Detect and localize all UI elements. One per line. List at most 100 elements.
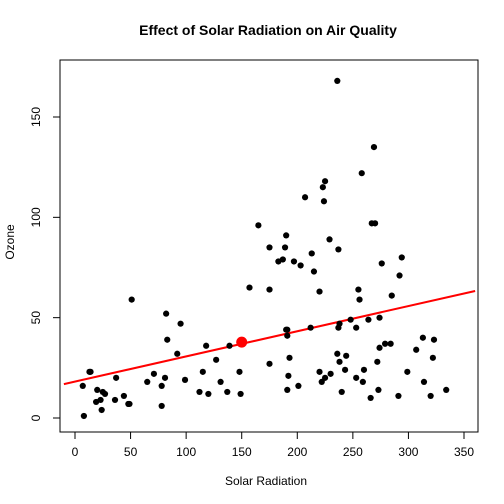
scatter-point	[283, 232, 289, 238]
scatter-point	[320, 184, 326, 190]
scatter-point	[80, 383, 86, 389]
scatter-point	[284, 333, 290, 339]
scatter-point	[404, 369, 410, 375]
scatter-point	[413, 347, 419, 353]
scatter-point	[339, 389, 345, 395]
scatter-point	[284, 327, 290, 333]
highlight-point	[236, 337, 247, 348]
x-axis-label: Solar Radiation	[225, 474, 307, 488]
scatter-point	[144, 379, 150, 385]
scatter-point	[376, 315, 382, 321]
scatter-point	[388, 341, 394, 347]
scatter-point	[321, 198, 327, 204]
scatter-point	[203, 343, 209, 349]
scatter-point	[129, 297, 135, 303]
scatter-point	[355, 286, 361, 292]
scatter-point	[389, 292, 395, 298]
scatter-point	[395, 393, 401, 399]
scatter-point	[284, 387, 290, 393]
scatter-point	[164, 337, 170, 343]
scatter-point	[379, 260, 385, 266]
scatter-point	[177, 321, 183, 327]
scatter-point	[246, 284, 252, 290]
scatter-point	[375, 387, 381, 393]
scatter-point	[282, 244, 288, 250]
scatter-point	[396, 272, 402, 278]
scatter-point	[266, 361, 272, 367]
scatter-point	[280, 256, 286, 262]
scatter-point	[99, 407, 105, 413]
x-tick-label: 200	[287, 445, 307, 459]
scatter-point	[365, 317, 371, 323]
scatter-point	[266, 286, 272, 292]
scatter-point	[371, 144, 377, 150]
scatter-point	[97, 397, 103, 403]
scatter-point	[335, 246, 341, 252]
scatter-point	[217, 379, 223, 385]
scatter-point	[226, 343, 232, 349]
scatter-point	[238, 391, 244, 397]
scatter-point	[356, 297, 362, 303]
y-tick-label: 150	[29, 107, 43, 127]
regression-line	[64, 291, 475, 384]
scatter-point	[360, 379, 366, 385]
scatter-point	[126, 401, 132, 407]
scatter-point	[159, 383, 165, 389]
scatter-point	[87, 369, 93, 375]
scatter-point	[431, 337, 437, 343]
scatter-point	[316, 369, 322, 375]
scatter-point	[336, 321, 342, 327]
scatter-point	[359, 170, 365, 176]
scatter-point	[162, 375, 168, 381]
scatter-point	[443, 387, 449, 393]
scatter-point	[196, 389, 202, 395]
scatter-point	[102, 391, 108, 397]
scatter-point	[213, 357, 219, 363]
scatter-point	[159, 403, 165, 409]
scatter-point	[353, 375, 359, 381]
scatter-point	[382, 341, 388, 347]
scatter-point	[151, 371, 157, 377]
scatter-point	[328, 371, 334, 377]
x-tick-label: 350	[454, 445, 474, 459]
scatter-point	[224, 389, 230, 395]
scatter-point	[322, 178, 328, 184]
scatter-point	[316, 288, 322, 294]
scatter-point	[430, 355, 436, 361]
scatter-point	[81, 413, 87, 419]
scatter-point	[343, 353, 349, 359]
scatter-point	[368, 395, 374, 401]
scatter-point	[334, 78, 340, 84]
scatter-point	[399, 254, 405, 260]
scatter-point	[291, 258, 297, 264]
scatter-point	[298, 262, 304, 268]
x-tick-label: 300	[398, 445, 418, 459]
scatter-point	[163, 311, 169, 317]
scatter-point	[311, 268, 317, 274]
x-tick-label: 150	[232, 445, 252, 459]
scatter-point	[112, 397, 118, 403]
y-axis: 0 50 100 150	[29, 107, 60, 422]
x-axis: 0 50 100 150 200 250 300 350	[72, 432, 475, 459]
scatter-point	[421, 379, 427, 385]
y-axis-label: Ozone	[3, 224, 17, 260]
x-tick-label: 50	[124, 445, 138, 459]
scatter-point	[376, 345, 382, 351]
y-tick-label: 0	[29, 414, 43, 421]
scatter-point	[285, 373, 291, 379]
scatter-point	[334, 351, 340, 357]
scatter-point	[200, 369, 206, 375]
scatter-point	[342, 367, 348, 373]
scatter-point	[428, 393, 434, 399]
scatter-point	[286, 355, 292, 361]
scatter-point	[361, 367, 367, 373]
scatter-point	[205, 391, 211, 397]
chart-title: Effect of Solar Radiation on Air Quality	[139, 22, 397, 38]
scatter-point	[295, 383, 301, 389]
x-tick-label: 250	[343, 445, 363, 459]
y-tick-label: 100	[29, 207, 43, 227]
scatter-point	[326, 236, 332, 242]
scatter-point	[113, 375, 119, 381]
